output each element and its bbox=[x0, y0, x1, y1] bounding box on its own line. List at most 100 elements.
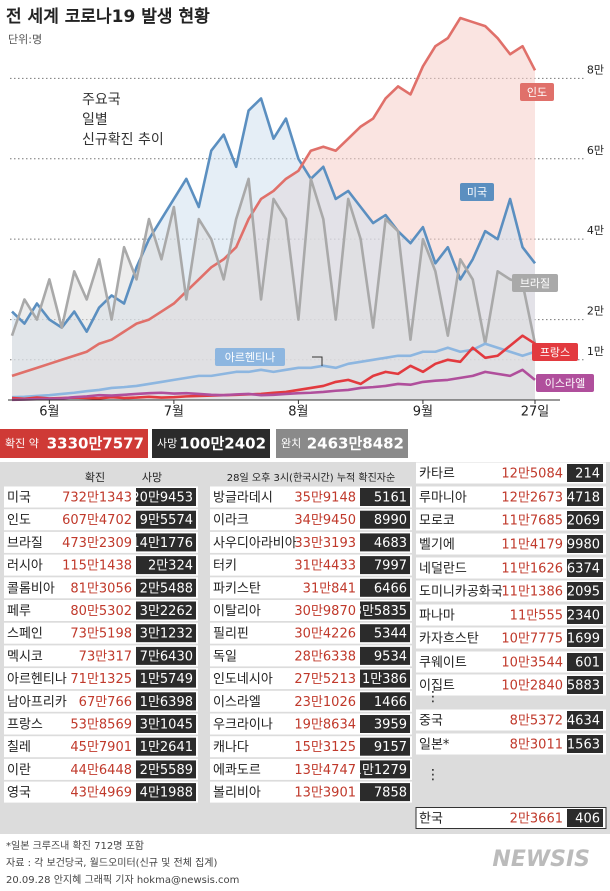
deaths-box bbox=[360, 510, 410, 529]
cases: 2만3661 bbox=[510, 812, 563, 827]
deaths-box bbox=[136, 783, 196, 802]
deaths: 9만5574 bbox=[140, 513, 193, 528]
deaths-box bbox=[567, 464, 603, 482]
deaths: 7997 bbox=[374, 559, 407, 574]
deaths-box bbox=[567, 711, 603, 729]
deaths: 9157 bbox=[374, 740, 407, 755]
footer-source: 자료 : 각 보건당국, 월드오미터(신규 및 전체 집계) bbox=[6, 857, 218, 869]
deaths: 2340 bbox=[567, 609, 600, 624]
cases: 10만7775 bbox=[501, 632, 563, 647]
deaths: 6374 bbox=[567, 562, 600, 577]
cases: 15만3125 bbox=[294, 740, 356, 755]
deaths-box bbox=[360, 488, 410, 506]
cases: 732만1343 bbox=[62, 491, 132, 506]
deaths-box bbox=[360, 601, 410, 620]
legend-label: 인도 bbox=[527, 86, 547, 99]
legend-box bbox=[532, 343, 578, 361]
deaths: 7만6430 bbox=[140, 649, 193, 664]
table-row bbox=[416, 486, 606, 508]
summary-label: 사망 bbox=[157, 437, 177, 450]
deaths: 1563 bbox=[567, 738, 600, 753]
legend-label: 브라질 bbox=[520, 277, 550, 290]
cases: 45만7901 bbox=[70, 740, 132, 755]
cases: 11만7685 bbox=[501, 514, 563, 529]
summary-value: 100만2402 bbox=[179, 435, 266, 453]
deaths: 7858 bbox=[374, 786, 407, 801]
deaths-box bbox=[136, 624, 196, 643]
deaths: 8990 bbox=[374, 513, 407, 528]
table-row bbox=[416, 557, 606, 579]
cases: 53만8569 bbox=[70, 718, 132, 733]
deaths-box bbox=[136, 760, 196, 779]
country-name: 콜롬비아 bbox=[7, 581, 55, 596]
deaths-box bbox=[360, 737, 410, 756]
deaths: 14만1776 bbox=[131, 536, 193, 551]
table-row bbox=[416, 627, 606, 649]
cases: 12만5084 bbox=[501, 467, 563, 482]
cases: 27만5213 bbox=[294, 672, 356, 687]
legend-box bbox=[520, 83, 554, 101]
summary-box bbox=[276, 429, 408, 458]
deaths-box bbox=[136, 510, 196, 529]
chart-subtitle: 단위:명 bbox=[8, 33, 42, 46]
deaths: 1만386 bbox=[362, 672, 407, 687]
deaths-box bbox=[360, 533, 410, 552]
annotation: 일별 bbox=[82, 112, 108, 128]
cases: 44만6448 bbox=[70, 763, 132, 778]
deaths: 9980 bbox=[567, 538, 600, 553]
cases: 71만1325 bbox=[70, 672, 132, 687]
cases: 11만555 bbox=[510, 609, 563, 624]
deaths: 3만1045 bbox=[140, 718, 193, 733]
deaths-box bbox=[136, 646, 196, 665]
ellipsis: ⋮ bbox=[426, 689, 440, 705]
series-line bbox=[11, 334, 536, 401]
country-name: 벨기에 bbox=[419, 538, 455, 553]
table-header: 사망 bbox=[142, 471, 162, 484]
deaths-box bbox=[567, 535, 603, 553]
deaths-box bbox=[360, 669, 410, 688]
country-name: 카타르 bbox=[419, 467, 455, 482]
ellipsis: ⋮ bbox=[426, 767, 440, 783]
deaths: 1만5749 bbox=[140, 672, 193, 687]
y-tick-label: 1만 bbox=[587, 345, 604, 358]
deaths: 4634 bbox=[567, 714, 600, 729]
deaths-box bbox=[567, 629, 603, 647]
cases: 30만9870 bbox=[294, 604, 356, 619]
series-line bbox=[10, 177, 537, 346]
deaths-box bbox=[567, 488, 603, 506]
legend-box bbox=[460, 183, 494, 201]
cases: 67만766 bbox=[79, 695, 132, 710]
country-name: 프랑스 bbox=[7, 718, 43, 733]
deaths-box bbox=[136, 533, 196, 552]
country-name: 쿠웨이트 bbox=[419, 656, 467, 671]
summary-box bbox=[152, 429, 270, 458]
table-row bbox=[416, 533, 606, 555]
x-tick-label: 8월 bbox=[288, 405, 308, 420]
cases: 11만1626 bbox=[501, 562, 563, 577]
table-row bbox=[416, 651, 606, 673]
deaths: 601 bbox=[575, 656, 600, 671]
series-line bbox=[11, 342, 536, 399]
legend-label: 아르헨티나 bbox=[225, 351, 276, 364]
cases: 31만4433 bbox=[294, 559, 356, 574]
country-name: 카자흐스탄 bbox=[419, 632, 479, 647]
cases: 35만9148 bbox=[294, 491, 356, 506]
country-name: 이란 bbox=[7, 763, 31, 778]
deaths: 2만5589 bbox=[140, 763, 193, 778]
deaths-box bbox=[567, 582, 603, 600]
deaths: 1466 bbox=[374, 695, 407, 710]
country-name: 도미니카공화국 bbox=[419, 585, 503, 600]
table-row bbox=[416, 509, 606, 531]
deaths: 1만1279 bbox=[354, 763, 407, 778]
country-name: 볼리비아 bbox=[213, 786, 261, 801]
chart-title: 전 세계 코로나19 발생 현황 bbox=[6, 7, 210, 27]
deaths-box bbox=[136, 488, 196, 506]
table-header: 확진 bbox=[85, 471, 105, 484]
series-area bbox=[12, 178, 535, 400]
country-name: 사우디아라비아 bbox=[213, 536, 297, 551]
deaths-box bbox=[360, 760, 410, 779]
cases: 33만3193 bbox=[294, 536, 356, 551]
deaths: 2만5488 bbox=[140, 581, 193, 596]
deaths-box bbox=[136, 737, 196, 756]
deaths-box bbox=[136, 692, 196, 711]
